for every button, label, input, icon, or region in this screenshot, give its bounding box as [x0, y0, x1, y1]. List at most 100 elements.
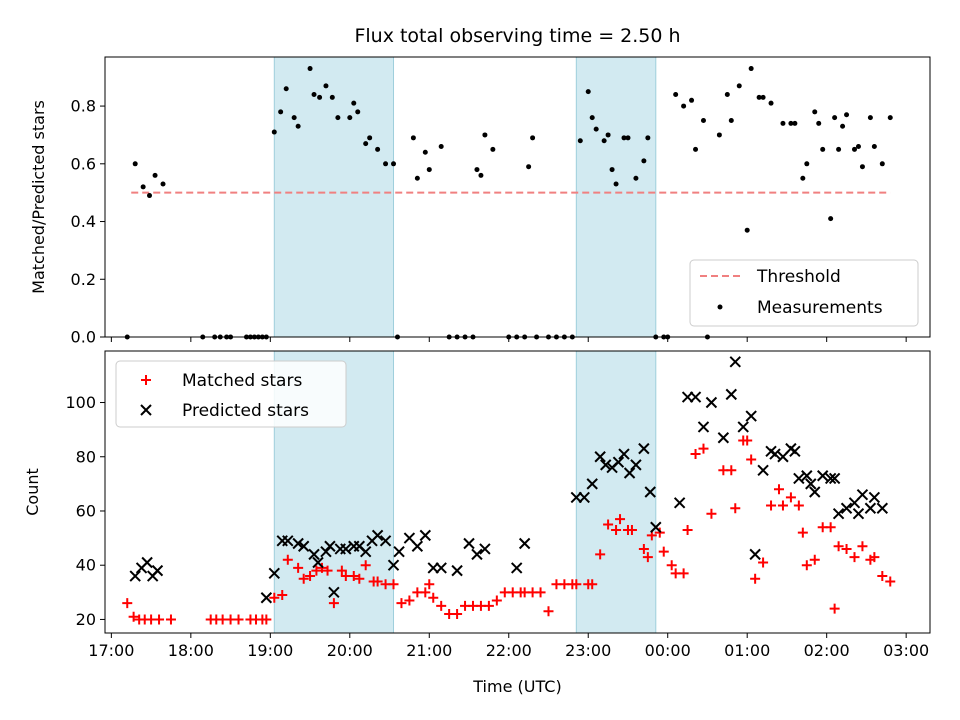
shaded-interval — [273, 56, 395, 338]
measurement-point — [673, 92, 679, 98]
measurement-point — [329, 94, 335, 100]
predicted-stars-point — [435, 562, 447, 574]
predicted-stars-point — [644, 486, 656, 498]
bottom-legend: Matched stars Predicted stars — [115, 360, 347, 428]
measurement-point — [601, 138, 607, 144]
measurement-point — [593, 126, 599, 132]
measurement-point — [605, 132, 611, 138]
predicted-stars-point — [282, 535, 294, 547]
matched-stars-point — [626, 524, 637, 535]
measurement-point — [307, 66, 313, 72]
measurement-point — [748, 66, 754, 72]
measurement-point — [278, 109, 284, 115]
measurement-point — [438, 143, 444, 149]
predicted-stars-point — [411, 540, 424, 552]
measurement-point — [621, 135, 627, 141]
matched-stars-point — [543, 606, 554, 617]
predicted-stars-point — [612, 456, 625, 468]
legend-matched-swatch — [141, 375, 151, 385]
matched-stars-point — [730, 503, 741, 514]
shaded-interval — [575, 350, 657, 634]
measurement-point — [391, 161, 397, 167]
matched-stars-point — [316, 562, 327, 573]
measurement-point — [633, 175, 639, 181]
measurement-point — [780, 120, 786, 126]
matched-stars-point — [269, 592, 280, 603]
x-tick-label: 23:00 — [565, 641, 611, 660]
x-tick-label: 19:00 — [247, 641, 293, 660]
predicted-stars-point — [793, 472, 805, 485]
bottom-y-axis-label: Count — [23, 468, 42, 516]
legend-box — [115, 360, 347, 428]
matched-stars-point — [328, 598, 339, 609]
matched-stars-point — [404, 595, 415, 606]
predicted-stars-point — [297, 540, 310, 552]
matched-stars-point — [311, 565, 322, 576]
matched-stars-point — [424, 579, 435, 590]
y-tick-label: 0.0 — [71, 328, 96, 347]
predicted-stars-point — [689, 391, 702, 403]
predicted-stars-point — [805, 478, 817, 490]
predicted-stars-point — [801, 470, 813, 482]
matched-stars-point — [869, 552, 880, 563]
bottom-series — [122, 356, 896, 625]
measurement-point — [760, 94, 766, 100]
measurement-point — [367, 135, 373, 141]
measurement-point — [147, 193, 153, 199]
predicted-stars-point — [623, 467, 636, 479]
measurement-point — [585, 89, 591, 95]
matched-stars-point — [277, 590, 288, 601]
matched-stars-point — [336, 565, 347, 576]
measurement-point — [625, 135, 631, 141]
measurement-point — [482, 132, 488, 138]
matched-stars-point — [750, 573, 761, 584]
predicted-stars-point — [518, 537, 531, 550]
matched-stars-point — [122, 598, 133, 609]
matched-stars-point — [726, 465, 737, 476]
y-tick-label: 20 — [76, 610, 96, 629]
measurement-point — [589, 115, 595, 121]
matched-stars-point — [293, 562, 304, 573]
predicted-stars-point — [769, 448, 781, 460]
matched-stars-point — [611, 524, 622, 535]
matched-stars-point — [396, 598, 407, 609]
predicted-stars-point — [586, 478, 598, 490]
predicted-stars-point — [725, 388, 738, 401]
predicted-stars-point — [471, 548, 483, 561]
measurement-point — [645, 135, 651, 141]
matched-stars-point — [388, 579, 399, 590]
measurement-point — [816, 120, 822, 126]
matched-stars-point — [360, 560, 371, 571]
x-tick-label: 02:00 — [804, 641, 850, 660]
matched-stars-point — [452, 609, 463, 620]
matched-stars-point — [595, 549, 606, 560]
predicted-stars-point — [393, 545, 405, 558]
measurement-point — [724, 92, 730, 98]
measurement-point — [836, 146, 842, 152]
predicted-stars-point — [868, 491, 881, 504]
top-y-axis: 0.0 0.2 0.4 0.6 0.8 — [71, 97, 105, 347]
x-tick-label: 00:00 — [645, 641, 691, 660]
measurement-point — [490, 146, 496, 152]
measurement-point — [335, 115, 341, 121]
measurement-point — [641, 158, 647, 164]
matched-stars-point — [154, 614, 165, 625]
matched-stars-point — [797, 527, 808, 538]
bottom-axes-frame — [104, 350, 931, 634]
x-tick-label: 18:00 — [168, 641, 214, 660]
matched-stars-point — [603, 519, 614, 530]
matched-stars-point — [638, 543, 649, 554]
matched-stars-point — [571, 579, 582, 590]
matched-stars-point — [885, 576, 896, 587]
x-tick-label: 01:00 — [724, 641, 770, 660]
matched-stars-point — [666, 560, 677, 571]
bottom-x-axis: 17:00 18:00 19:00 20:00 21:00 22:00 23:00 00:00… — [88, 633, 929, 660]
measurement-point — [478, 172, 484, 178]
matched-stars-point — [654, 527, 665, 538]
predicted-stars-point — [419, 529, 432, 542]
measurement-point — [859, 164, 865, 170]
y-tick-label: 60 — [76, 501, 96, 520]
measurement-point — [871, 143, 877, 149]
measurement-point — [609, 167, 615, 173]
bottom-y-axis: 20 40 60 80 100 — [65, 393, 105, 629]
